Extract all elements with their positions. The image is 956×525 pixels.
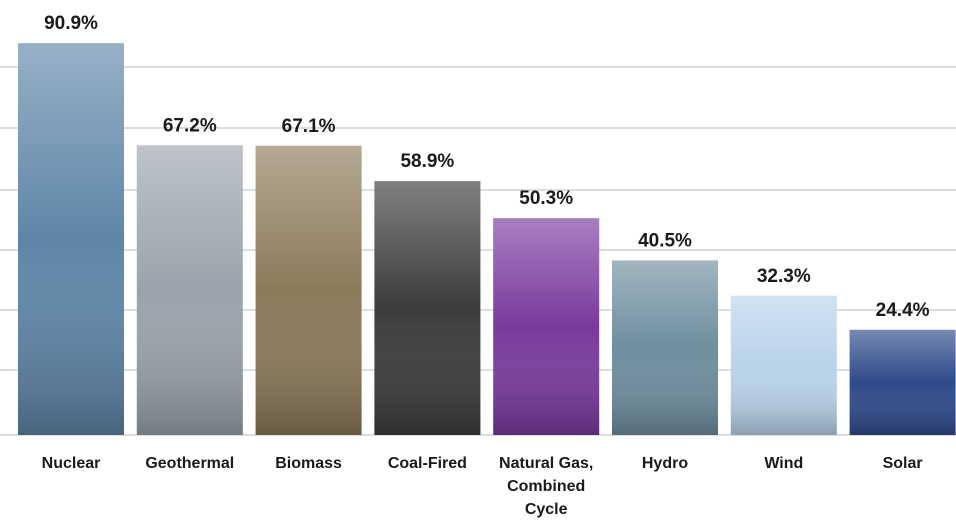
value-label: 58.9% (400, 151, 454, 172)
value-label: 24.4% (876, 300, 930, 321)
value-label: 67.2% (163, 115, 217, 136)
x-tick-label: Nuclear (41, 455, 101, 472)
bar-shade (493, 218, 600, 435)
bar-shade (18, 43, 124, 435)
bar-shade (730, 295, 837, 435)
x-tick-label: Geothermal (145, 455, 235, 472)
bar-shade (612, 260, 718, 435)
value-label: 90.9% (44, 13, 98, 34)
value-label: 50.3% (519, 188, 573, 209)
bar-shade (374, 181, 481, 435)
x-tick-label: Wind (764, 455, 804, 472)
x-tick-label: Biomass (275, 455, 342, 472)
bar-shade (255, 145, 362, 435)
x-tick-label: Coal-Fired (387, 455, 467, 472)
bar-shade (849, 329, 956, 435)
value-label: 32.3% (757, 266, 811, 287)
x-tick-label: Solar (882, 455, 923, 472)
x-tick-label: Natural Gas, Combined Cycle (499, 455, 594, 518)
bar-shade (136, 145, 243, 436)
x-tick-label: Hydro (641, 455, 689, 472)
value-label: 67.1% (282, 116, 336, 137)
value-label: 40.5% (638, 230, 692, 251)
